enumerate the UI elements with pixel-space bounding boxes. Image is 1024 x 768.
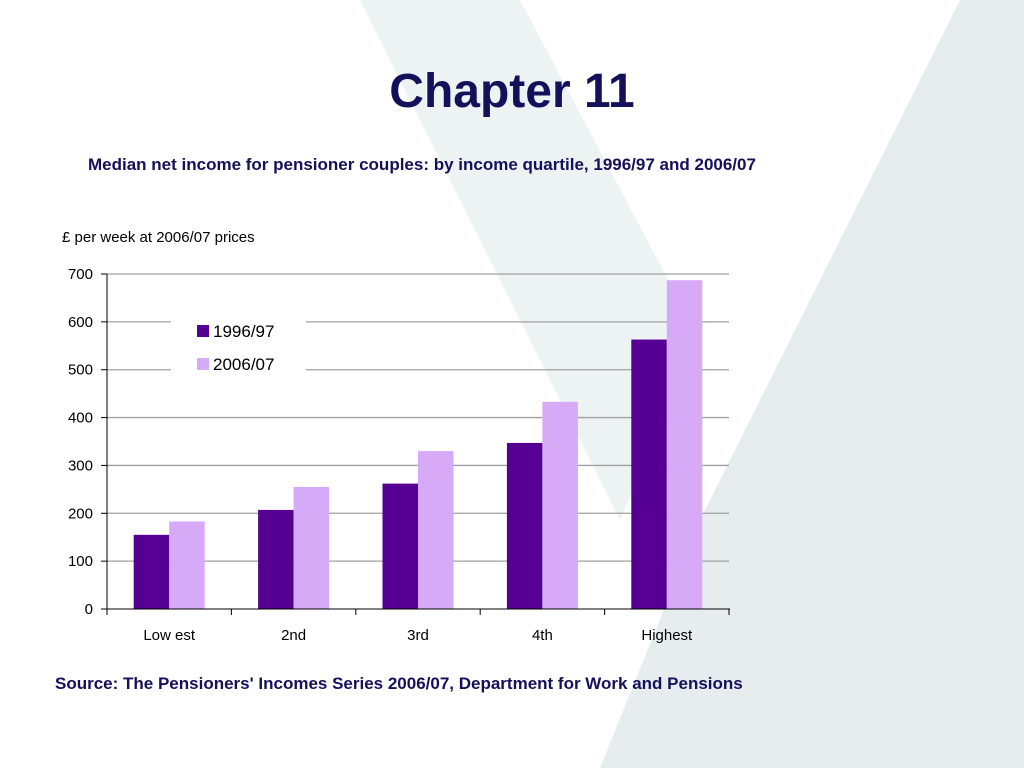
bar-series-1-4 [631,339,667,609]
bar-series-2-0 [169,521,205,609]
bar-series-2-2 [418,451,454,609]
y-axis-label: £ per week at 2006/07 prices [62,229,255,246]
legend-swatch-1 [197,325,209,337]
x-tick-label: Low est [143,627,196,644]
legend-box [171,312,306,378]
y-tick-label: 300 [68,457,93,474]
y-tick-label: 200 [68,505,93,522]
bar-series-2-1 [293,486,330,609]
x-tick-label: 4th [532,627,553,644]
legend-label-2: 2006/07 [213,355,274,374]
bar-series-1-3 [506,442,543,609]
bar-series-1-0 [133,534,170,609]
y-tick-label: 400 [68,410,93,427]
chart-title: Median net income for pensioner couples:… [88,155,756,174]
bar-series-2-3 [542,401,578,609]
legend: 1996/97 2006/07 [171,312,306,378]
source-note: Source: The Pensioners' Incomes Series 2… [55,674,743,693]
y-tick-label: 0 [85,601,93,618]
y-tick-label: 100 [68,553,93,570]
slide-title: Chapter 11 [389,65,635,118]
watermark-stroke-left [360,0,700,520]
y-tick-label: 500 [68,362,93,379]
x-tick-label: 2nd [281,627,306,644]
x-tick-label: Highest [641,627,693,644]
bar-series-1-2 [382,483,418,609]
bar-series-1-1 [258,509,294,609]
axes: 0 100 200 300 400 500 600 700 Low est 2nd 3rd 4th Hi… [68,266,730,644]
y-tick-label: 600 [68,314,93,331]
y-tick-label: 700 [68,266,93,283]
bar-series-2-4 [666,280,703,609]
x-tick-label: 3rd [407,627,429,644]
watermark-stroke-right [600,0,1024,768]
legend-swatch-2 [197,358,209,370]
legend-label-1: 1996/97 [213,322,274,341]
bars [133,280,703,609]
